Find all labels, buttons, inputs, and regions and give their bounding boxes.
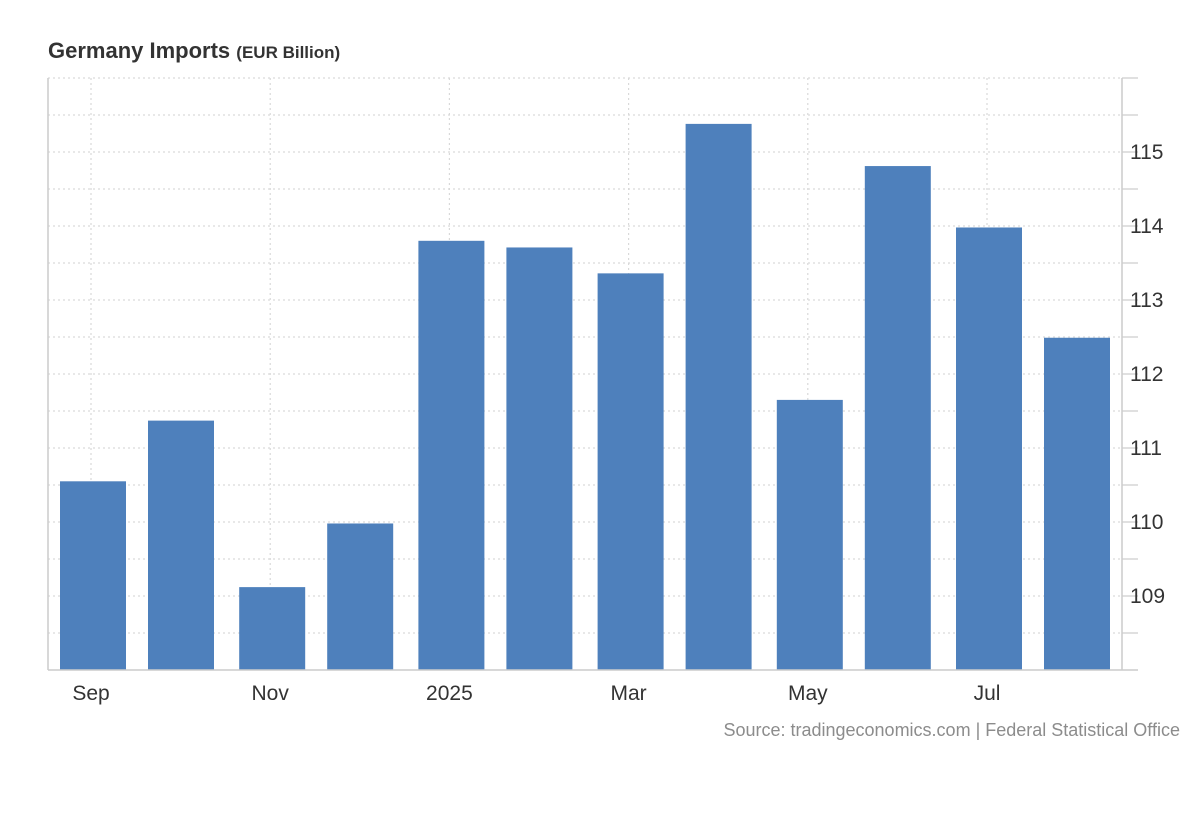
x-tick-label: May [788, 682, 828, 705]
y-tick-label: 109 [1130, 585, 1165, 608]
bar-aug [1044, 337, 1110, 670]
y-tick-label: 113 [1130, 289, 1163, 312]
x-tick-label: Sep [72, 682, 109, 705]
bar-apr [685, 123, 752, 670]
x-tick-label: Nov [252, 682, 290, 705]
axes: 109 110 111 112 113 114 115 Sep Nov 2025 Mar May Jul [47, 77, 1165, 705]
bar-2025 [418, 240, 485, 671]
bar-feb [506, 247, 573, 670]
bar-jun [864, 166, 931, 670]
bar-oct [148, 420, 214, 670]
bars [60, 123, 1110, 671]
y-tick-label: 112 [1130, 363, 1163, 386]
bar-sep [60, 481, 126, 670]
chart-title: Germany Imports (EUR Billion) [48, 38, 340, 64]
y-tick-label: 114 [1130, 215, 1164, 238]
bar-jul [956, 227, 1022, 671]
source-note: Source: tradingeconomics.com | Federal S… [723, 720, 1180, 740]
bar-mar [597, 273, 664, 670]
y-tick-label: 115 [1130, 141, 1163, 164]
x-tick-label: Mar [611, 682, 647, 705]
chart-title-text: Germany Imports [48, 38, 231, 63]
y-tick-label: 110 [1130, 511, 1163, 534]
x-tick-label: 2025 [426, 682, 473, 705]
bar-may [776, 399, 843, 670]
bar-nov [239, 587, 306, 670]
bar-dec [327, 523, 394, 670]
x-tick-label: Jul [974, 682, 1001, 705]
y-tick-label: 111 [1130, 437, 1162, 460]
chart-unit-label: (EUR Billion) [236, 43, 341, 62]
